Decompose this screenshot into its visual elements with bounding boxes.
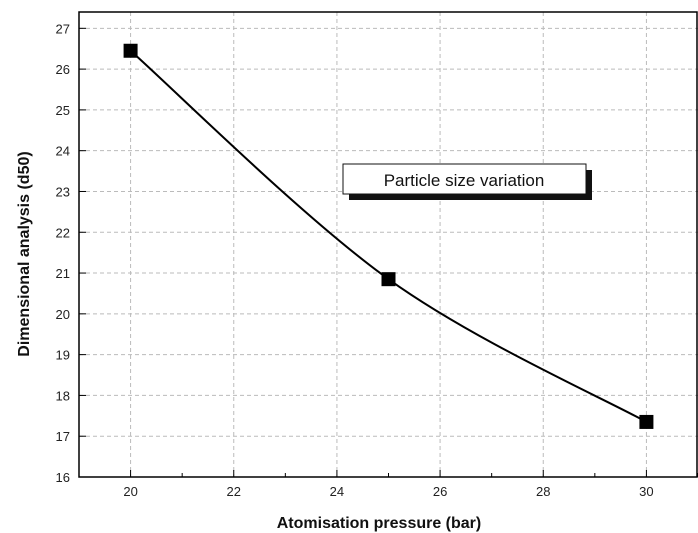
plot-frame (78, 11, 698, 478)
x-tick-label: 28 (536, 484, 550, 499)
y-axis-title: Dimensional analysis (d50) (16, 151, 33, 356)
y-tick-label: 26 (56, 62, 70, 77)
legend-box (342, 163, 587, 195)
y-tick-label: 25 (56, 103, 70, 118)
y-tick-label: 27 (56, 21, 70, 36)
y-tick-label: 16 (56, 470, 70, 485)
y-tick-label: 19 (56, 348, 70, 363)
y-tick-label: 21 (56, 266, 70, 281)
x-tick-label: 26 (433, 484, 447, 499)
y-tick-label: 23 (56, 184, 70, 199)
series-markers (123, 43, 654, 429)
x-tick-label: 30 (639, 484, 653, 499)
x-tick-label: 20 (123, 484, 137, 499)
legend: Particle size variation (342, 163, 592, 200)
y-tick-label: 18 (56, 388, 70, 403)
x-tick-label: 24 (330, 484, 344, 499)
data-point-marker (123, 43, 138, 58)
y-tick-label: 24 (56, 144, 70, 159)
tick-labels: 20 22 24 26 28 30 16 17 18 19 20 21 22 23 24 25 26 27 (56, 21, 654, 499)
x-tick-label: 22 (227, 484, 241, 499)
data-point-marker (381, 272, 396, 287)
y-tick-label: 17 (56, 429, 70, 444)
y-tick-label: 22 (56, 225, 70, 240)
y-tick-label: 20 (56, 307, 70, 322)
data-point-marker (639, 414, 654, 429)
legend-label: Particle size variation (384, 171, 545, 190)
x-axis-title: Atomisation pressure (bar) (277, 515, 481, 532)
